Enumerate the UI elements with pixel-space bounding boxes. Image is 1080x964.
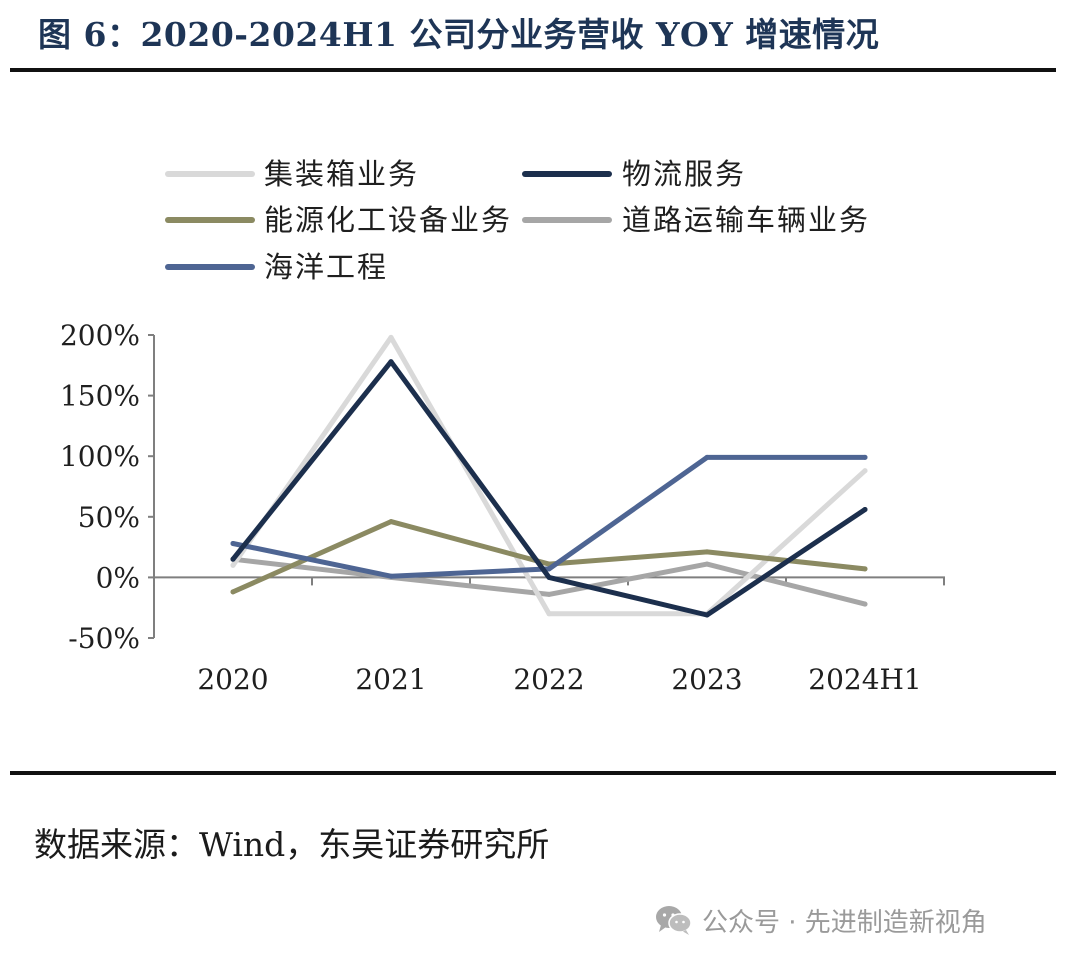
data-point <box>862 468 868 474</box>
x-tick-label: 2022 <box>513 663 584 696</box>
legend-label: 海洋工程 <box>264 250 388 284</box>
axes: -50% 0% 50% 100% 150% 200% 2020 2021 2022 2023 202… <box>60 319 945 696</box>
x-tick-label: 2023 <box>671 663 742 696</box>
y-tick-label: 0% <box>96 561 140 594</box>
figure-title: 图 6：2020-2024H1 公司分业务营收 YOY 增速情况 <box>38 15 880 54</box>
y-tick-label: 50% <box>78 501 140 534</box>
legend-label: 集装箱业务 <box>264 157 419 191</box>
legend-label: 道路运输车辆业务 <box>622 203 870 237</box>
legend-label: 物流服务 <box>622 157 746 191</box>
top-rule <box>10 68 1056 72</box>
y-tick-label: 100% <box>60 440 140 473</box>
bottom-rule <box>10 771 1056 775</box>
y-tick-label: -50% <box>68 622 140 655</box>
data-point <box>862 601 868 607</box>
data-point <box>546 591 552 597</box>
source-note: 数据来源：Wind，东吴证券研究所 <box>34 825 550 864</box>
data-point <box>388 359 394 365</box>
data-point <box>704 561 710 567</box>
data-point <box>546 611 552 617</box>
y-tick-label: 150% <box>60 380 140 413</box>
data-point <box>230 541 236 546</box>
data-point <box>388 573 394 579</box>
data-point <box>704 549 710 555</box>
data-point <box>546 574 552 580</box>
data-point <box>862 454 868 460</box>
data-point <box>704 612 710 618</box>
series-lines <box>230 334 868 618</box>
data-point <box>704 454 710 460</box>
watermark: 公众号 · 先进制造新视角 <box>654 898 987 942</box>
data-point <box>388 519 394 525</box>
data-point <box>862 507 868 512</box>
data-point <box>546 566 552 572</box>
x-tick-label: 2020 <box>197 663 268 696</box>
data-point <box>230 589 236 595</box>
x-tick-label: 2021 <box>355 663 426 696</box>
data-point <box>388 334 394 340</box>
legend-label: 能源化工设备业务 <box>264 203 512 237</box>
data-point <box>862 566 868 572</box>
x-tick-label: 2024H1 <box>808 663 922 696</box>
data-point <box>230 556 236 562</box>
data-point <box>230 562 236 568</box>
y-tick-label: 200% <box>60 319 140 352</box>
watermark-text: 公众号 · 先进制造新视角 <box>702 907 987 938</box>
wechat-icon <box>656 906 692 935</box>
